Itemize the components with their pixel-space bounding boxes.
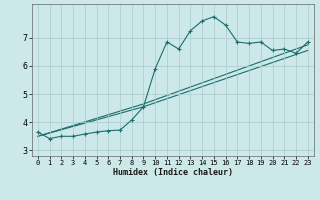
X-axis label: Humidex (Indice chaleur): Humidex (Indice chaleur) [113, 168, 233, 177]
